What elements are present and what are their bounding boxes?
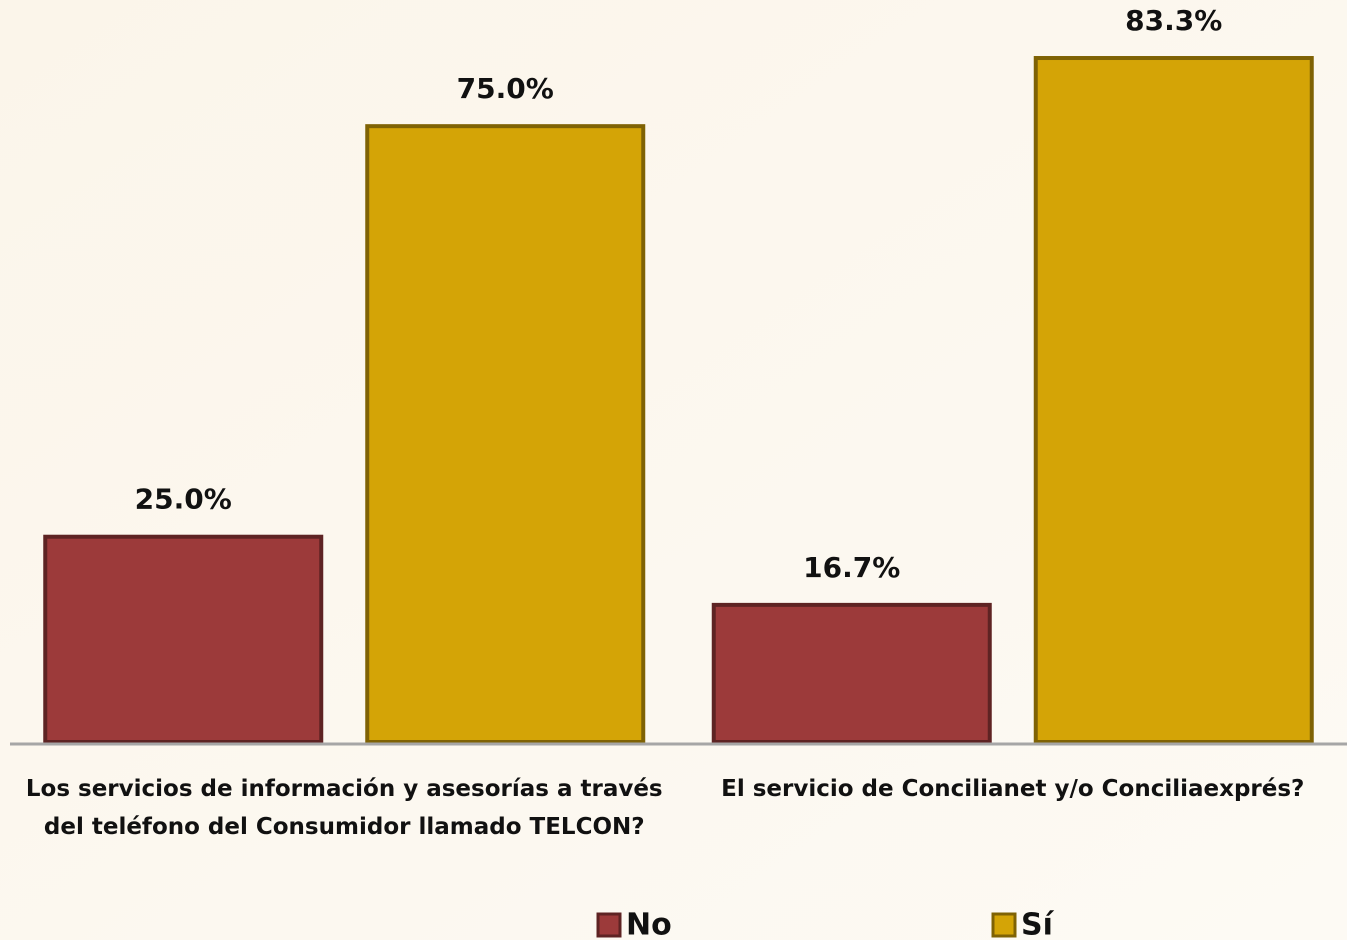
- legend-swatch: [596, 912, 622, 938]
- x-tick-label: Los servicios de información y asesorías…: [25, 776, 663, 840]
- data-label: 16.7%: [803, 551, 900, 584]
- legend-label: No: [626, 908, 672, 940]
- data-label: 25.0%: [135, 483, 232, 516]
- bar: [43, 534, 324, 744]
- bar: [711, 602, 992, 744]
- bar: [365, 124, 646, 744]
- legend-label: Sí: [1021, 908, 1055, 940]
- data-label: 75.0%: [457, 72, 554, 105]
- bar: [1033, 56, 1314, 744]
- legend-swatch: [991, 912, 1017, 938]
- x-tick-label: El servicio de Concilianet y/o Conciliae…: [721, 776, 1305, 802]
- data-label: 83.3%: [1125, 4, 1222, 37]
